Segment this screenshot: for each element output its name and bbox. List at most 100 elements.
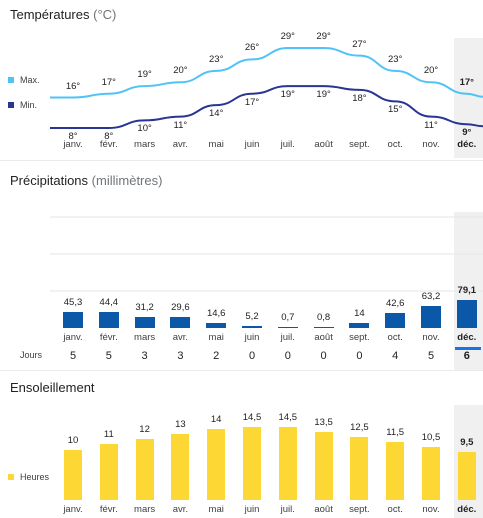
month-label: nov. (422, 139, 440, 150)
month-label: janv. (63, 332, 83, 343)
sunshine-value-label: 14 (210, 414, 222, 426)
month-label: juin (244, 139, 260, 150)
month-label: déc. (457, 504, 477, 515)
max-temperature-line (49, 46, 483, 99)
month-label: avr. (172, 332, 189, 343)
legend-min-label: Min. (20, 100, 38, 110)
rain-days-value: 5 (105, 350, 112, 362)
max-temp-label: 23° (388, 53, 403, 65)
precipitation-title-text: Précipitations (10, 173, 89, 188)
temperature-chart (49, 46, 483, 129)
max-temp-label: 20° (173, 65, 188, 77)
month-label: mars (134, 332, 156, 343)
precipitation-bar (242, 326, 262, 328)
month-label: déc. (457, 332, 477, 343)
precipitation-bar (170, 317, 191, 328)
month-label: janv. (63, 504, 83, 515)
sunshine-bar (99, 444, 118, 500)
month-label: févr. (99, 332, 118, 343)
sunshine-bar (171, 434, 190, 500)
month-label: mars (134, 139, 156, 150)
legend-hours: Heures (8, 472, 49, 482)
sunshine-bar (314, 431, 333, 500)
min-temp-label: 17° (244, 96, 260, 108)
rain-days-value: 5 (69, 350, 77, 362)
min-temp-label: 18° (352, 92, 367, 104)
precipitation-value-label: 0,8 (316, 311, 331, 323)
month-label: mai (208, 139, 224, 150)
month-label: janv. (63, 139, 83, 150)
precipitation-bar (313, 326, 334, 328)
sunshine-value-label: 11,5 (386, 426, 405, 438)
month-label: oct. (387, 504, 403, 515)
legend-min-swatch (8, 102, 14, 108)
min-temp-label: 8° (104, 131, 114, 142)
month-label: déc. (457, 139, 477, 150)
sunshine-value-label: 12,5 (350, 421, 369, 433)
sunshine-value-label: 14,5 (278, 411, 298, 423)
sunshine-value-label: 9,5 (460, 437, 474, 449)
min-temp-label: 15° (388, 104, 403, 116)
max-temp-label: 19° (137, 69, 152, 81)
legend-max-label: Max. (20, 75, 40, 85)
month-label: févr. (99, 139, 118, 150)
temperature-unit: (°C) (93, 7, 117, 22)
precipitation-bar (385, 312, 406, 328)
precipitation-value-label: 14,6 (206, 307, 226, 319)
sunshine-value-label: 13 (175, 419, 186, 431)
selected-month-highlight (454, 38, 483, 158)
sunshine-bar (386, 441, 405, 500)
sunshine-value-label: 11 (103, 429, 114, 441)
max-temp-label: 29° (280, 31, 295, 42)
max-temp-label: 23° (209, 53, 224, 65)
month-label: juil. (280, 139, 295, 150)
precipitation-gridlines (50, 216, 483, 292)
month-label: nov. (422, 332, 440, 343)
max-temp-label: 17° (101, 76, 116, 88)
max-temp-label: 27° (352, 38, 367, 50)
rain-days-value: 3 (141, 350, 148, 362)
max-temp-label: 29° (316, 31, 331, 42)
month-label: juil. (280, 332, 295, 343)
month-label: oct. (387, 332, 403, 343)
precipitation-value-label: 31,2 (135, 301, 154, 313)
rain-days-value: 5 (427, 350, 435, 362)
sunshine-value-label: 14,5 (242, 411, 262, 423)
precipitation-bar (421, 305, 441, 328)
month-label: juin (244, 504, 260, 515)
precipitation-value-label: 42,6 (385, 297, 405, 309)
divider (0, 160, 483, 161)
precipitation-value-label: 0,7 (281, 311, 295, 323)
min-temp-label: 14° (209, 108, 224, 120)
rain-days-value: 4 (392, 350, 399, 362)
precipitation-bar (134, 316, 155, 328)
rain-days-value: 0 (284, 350, 291, 362)
sunshine-title: Ensoleillement (10, 380, 95, 395)
precipitation-value-label: 79,1 (457, 284, 477, 296)
min-temperature-line (49, 85, 483, 129)
legend-min: Min. (8, 100, 37, 110)
sunshine-bar (350, 436, 369, 500)
rain-days-value: 3 (177, 350, 184, 362)
sunshine-value-label: 13,5 (314, 416, 333, 428)
precipitation-value-label: 5,2 (245, 311, 259, 323)
legend-hours-label: Heures (20, 472, 50, 482)
month-label: mai (208, 504, 224, 515)
sunshine-value-label: 10,5 (421, 431, 441, 443)
rain-days-value: 2 (213, 350, 220, 362)
legend-max: Max. (8, 75, 40, 85)
sunshine-bar (243, 426, 261, 500)
sunshine-value-label: 12 (139, 424, 150, 436)
min-temp-label: 10° (137, 123, 152, 135)
sunshine-bar (457, 452, 476, 500)
month-label: avr. (172, 139, 189, 150)
precipitation-value-label: 29,6 (171, 302, 190, 314)
rain-days-value: 0 (320, 350, 327, 362)
precipitation-value-label: 14 (354, 308, 365, 320)
days-label: Jours (20, 350, 43, 360)
legend-hours-swatch (8, 474, 14, 480)
divider (0, 370, 483, 371)
precipitation-bar (277, 326, 298, 328)
temperature-title-text: Températures (10, 7, 90, 22)
selected-month-underline (455, 347, 481, 350)
